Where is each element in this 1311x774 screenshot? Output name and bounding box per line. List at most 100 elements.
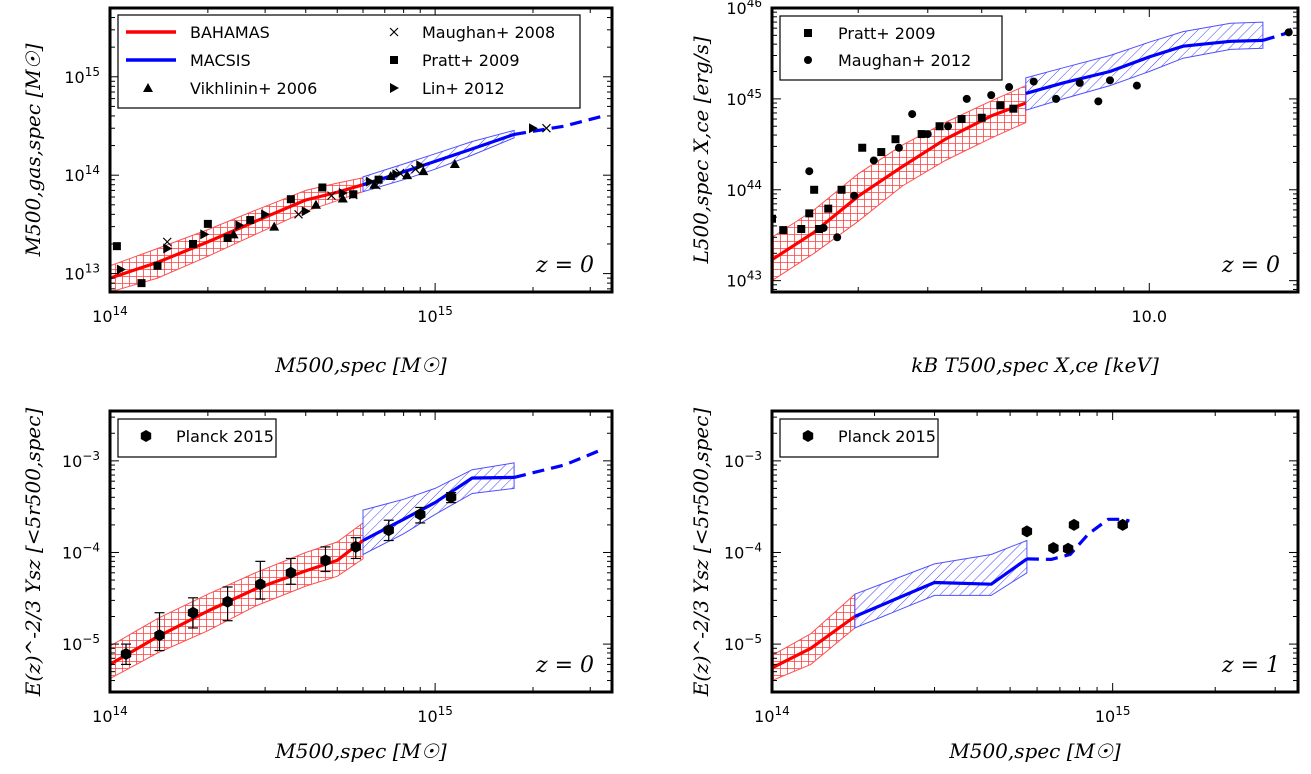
x-tick-label: 1014 xyxy=(754,704,790,726)
y-tick-label: 10−3 xyxy=(62,449,100,471)
series-line-macsis-extrapolation xyxy=(513,447,605,479)
plot-area xyxy=(772,517,1130,682)
data-point xyxy=(1284,28,1293,37)
points-planck-2015 xyxy=(120,491,457,666)
data-point xyxy=(894,143,903,152)
legend-swatch xyxy=(802,430,814,442)
y-tick-label: 1046 xyxy=(726,0,762,18)
data-point xyxy=(153,261,162,270)
y-tick-label: 10−5 xyxy=(724,632,762,654)
legend-swatch xyxy=(389,27,399,37)
data-point xyxy=(917,130,926,139)
data-point xyxy=(365,176,375,187)
x-tick-label: 1015 xyxy=(417,704,453,726)
data-point xyxy=(805,167,814,176)
data-point xyxy=(294,209,303,219)
data-point xyxy=(188,239,197,248)
legend-label: Planck 2015 xyxy=(838,427,936,446)
data-point xyxy=(987,91,996,100)
legend: BAHAMAS MACSIS Vikhlinin+ 2006 Maughan+ 200… xyxy=(117,14,581,109)
data-point xyxy=(1132,81,1141,90)
y-tick-label: 10−4 xyxy=(62,540,100,562)
chart-panel-bottom-right: 1014 1015 10−5 10−4 10−3 M500,spec [M☉] E(z)^-… xyxy=(689,408,1300,763)
data-point xyxy=(120,648,132,660)
data-point xyxy=(824,204,833,213)
x-tick-label: 1014 xyxy=(92,704,128,726)
data-point xyxy=(1068,518,1080,531)
data-point xyxy=(837,185,846,194)
data-point xyxy=(935,122,944,131)
series-line-bahamas xyxy=(772,101,1027,262)
points-maughan-2012 xyxy=(805,28,1293,242)
data-point xyxy=(962,94,971,103)
data-point xyxy=(528,123,538,134)
data-point xyxy=(923,130,932,139)
redshift-label: z = 0 xyxy=(1221,253,1280,278)
data-point xyxy=(223,233,232,242)
data-point xyxy=(1052,94,1061,103)
data-point xyxy=(338,187,348,198)
data-point xyxy=(255,578,266,591)
data-point xyxy=(112,242,121,251)
data-point xyxy=(1005,83,1014,92)
data-point xyxy=(301,206,311,217)
legend-label: Maughan+ 2008 xyxy=(422,23,555,42)
legend-swatch xyxy=(143,83,153,92)
data-point xyxy=(833,233,842,242)
x-tick-label: 1015 xyxy=(417,304,453,326)
y-axis-label: L500,spec X,ce [erg/s] xyxy=(689,36,713,264)
data-point xyxy=(1021,525,1033,538)
x-axis-label: M500,spec [M☉] xyxy=(274,353,447,377)
band-macsis xyxy=(1025,21,1264,111)
data-point xyxy=(154,629,165,642)
y-axis-label: E(z)^-2/3 Ysz [<5r500,spec] xyxy=(21,408,45,698)
legend-label: Maughan+ 2012 xyxy=(838,51,971,70)
data-point xyxy=(1009,104,1018,113)
legend-swatch xyxy=(390,83,399,93)
chart-panel-bottom-left: 1014 1015 10−5 10−4 10−3 M500,spec [M☉] E(z)^-… xyxy=(21,408,614,763)
redshift-label: z = 0 xyxy=(535,653,594,678)
x-tick-label: 10.0 xyxy=(1131,307,1167,326)
legend-swatch xyxy=(804,29,812,37)
data-point xyxy=(819,223,828,232)
data-point xyxy=(957,115,966,124)
data-point xyxy=(445,491,457,504)
data-point xyxy=(269,221,280,231)
legend-label: Planck 2015 xyxy=(176,427,274,446)
series-line-macsis-extrapolation xyxy=(1262,23,1298,42)
legend-label: Lin+ 2012 xyxy=(422,79,505,98)
data-point xyxy=(187,606,199,619)
data-point xyxy=(320,554,331,567)
plot-frame xyxy=(108,409,614,694)
data-point xyxy=(116,264,126,275)
y-tick-label: 1044 xyxy=(726,178,762,200)
data-point xyxy=(246,216,255,225)
plot-frame xyxy=(108,6,614,294)
data-point xyxy=(285,566,297,579)
data-point xyxy=(349,190,358,199)
data-point xyxy=(235,220,245,231)
redshift-label: z = 1 xyxy=(1221,653,1280,678)
legend-swatch xyxy=(140,430,152,442)
data-point xyxy=(869,156,878,165)
data-point xyxy=(350,540,361,553)
data-point xyxy=(402,170,413,180)
data-point xyxy=(996,101,1005,110)
y-tick-label: 10−3 xyxy=(724,449,762,471)
data-point xyxy=(542,123,551,133)
y-tick-label: 10−4 xyxy=(724,540,762,562)
data-point xyxy=(858,143,867,152)
data-point xyxy=(805,209,814,218)
legend: Pratt+ 2009 Maughan+ 2012 xyxy=(779,15,1003,81)
series-line-macsis xyxy=(362,132,515,187)
chart-panel-top-left: 1014 1015 1013 1014 1015 M500,spec [M☉] M500,g… xyxy=(21,6,614,377)
series-line-macsis-extrapolation xyxy=(1026,517,1130,561)
data-point xyxy=(1075,78,1084,87)
plot-area xyxy=(772,21,1298,282)
data-point xyxy=(1029,77,1038,86)
points-pratt-2009 xyxy=(772,101,1018,235)
data-point xyxy=(908,110,917,119)
legend-box xyxy=(117,14,581,109)
data-point xyxy=(327,191,336,201)
